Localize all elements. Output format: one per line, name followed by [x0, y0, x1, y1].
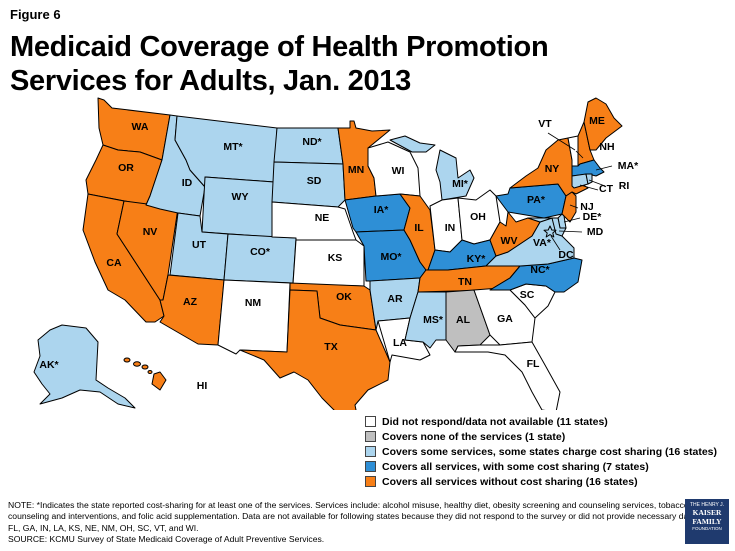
legend-label: Covers some services, some states charge… [382, 445, 717, 458]
state-AZ [159, 274, 225, 346]
label-TN: TN [458, 276, 472, 288]
label-VT: VT [538, 118, 552, 130]
source-text: SOURCE: KCMU Survey of State Medicaid Co… [8, 534, 325, 545]
state-RI [585, 173, 593, 185]
legend-item: Covers some services, some states charge… [365, 444, 717, 459]
label-FL: FL [527, 358, 540, 370]
state-labels: WA OR CA NV ID MT* WY UT AZ CO* NM ND* S… [39, 115, 639, 392]
label-LA: LA [393, 337, 407, 349]
state-MD [527, 217, 567, 237]
legend-swatch [365, 446, 376, 457]
logo-line-2: KAISER [692, 508, 722, 517]
label-NM: NM [245, 297, 262, 309]
legend-item: Did not respond/data not available (11 s… [365, 414, 717, 429]
state-HI [123, 357, 167, 391]
label-CT: CT [599, 183, 614, 195]
label-OR: OR [118, 162, 134, 174]
label-AZ: AZ [183, 296, 198, 308]
state-MI [389, 135, 475, 201]
label-KS: KS [328, 252, 343, 264]
legend-swatch [365, 461, 376, 472]
note-text: NOTE: *Indicates the state reported cost… [8, 500, 698, 533]
label-MA: MA* [618, 160, 639, 172]
label-ID: ID [182, 177, 193, 189]
label-NE: NE [315, 212, 330, 224]
label-WA: WA [132, 121, 149, 133]
label-GA: GA [497, 313, 513, 325]
state-TX [239, 289, 391, 410]
label-DC: DC [558, 249, 574, 261]
label-AK: AK* [39, 359, 59, 371]
footnote: NOTE: *Indicates the state reported cost… [8, 500, 698, 546]
label-KY: KY* [467, 253, 487, 265]
label-SC: SC [520, 289, 535, 301]
label-OH: OH [470, 211, 486, 223]
kff-logo: THE HENRY J. KAISER FAMILY FOUNDATION [685, 499, 729, 544]
label-MO: MO* [381, 251, 403, 263]
label-CO: CO* [250, 246, 271, 258]
label-ME: ME [589, 115, 605, 127]
label-VA: VA* [533, 237, 552, 249]
label-MD: MD [587, 226, 604, 238]
label-NJ: NJ [580, 201, 594, 213]
label-IL: IL [414, 222, 424, 234]
label-MS: MS* [423, 314, 444, 326]
label-NV: NV [143, 226, 158, 238]
state-SD [271, 161, 346, 208]
legend-label: Did not respond/data not available (11 s… [382, 415, 608, 428]
legend-swatch [365, 431, 376, 442]
label-MI: MI* [452, 178, 469, 190]
label-PA: PA* [527, 194, 546, 206]
legend-item: Covers none of the services (1 state) [365, 429, 717, 444]
label-RI: RI [619, 180, 630, 192]
leader-lines [547, 132, 613, 251]
label-UT: UT [192, 239, 207, 251]
state-WY [201, 176, 275, 238]
label-HI: HI [197, 380, 208, 392]
legend-swatch [365, 476, 376, 487]
map-legend: Did not respond/data not available (11 s… [365, 414, 717, 489]
state-CT [571, 173, 589, 189]
legend-item: Covers all services, with some cost shar… [365, 459, 717, 474]
label-WI: WI [392, 165, 405, 177]
label-SD: SD [307, 175, 322, 187]
label-MT: MT* [223, 141, 243, 153]
label-WY: WY [232, 191, 249, 203]
logo-line-1: THE HENRY J. [690, 502, 724, 508]
legend-item: Covers all services without cost sharing… [365, 474, 717, 489]
legend-label: Covers none of the services (1 state) [382, 430, 566, 443]
state-KS [292, 239, 365, 287]
state-CO [223, 233, 297, 284]
logo-line-4: FOUNDATION [692, 526, 722, 531]
label-AL: AL [456, 314, 471, 326]
label-NY: NY [545, 163, 560, 175]
us-state-map: WA OR CA NV ID MT* WY UT AZ CO* NM ND* S… [33, 97, 639, 410]
label-NH: NH [599, 141, 614, 153]
label-TX: TX [324, 341, 337, 353]
label-AR: AR [387, 293, 403, 305]
label-MN: MN [348, 164, 364, 176]
page-title: Medicaid Coverage of Health Promotion Se… [10, 31, 549, 97]
label-NC: NC* [530, 264, 550, 276]
state-FL [454, 341, 561, 410]
label-DE: DE* [583, 211, 603, 223]
legend-swatch [365, 416, 376, 427]
label-WV: WV [501, 235, 518, 247]
state-ME [583, 97, 623, 151]
legend-label: Covers all services without cost sharing… [382, 475, 638, 488]
figure-label: Figure 6 [10, 7, 61, 22]
state-AK [33, 324, 136, 409]
label-IA: IA* [374, 204, 390, 216]
label-CA: CA [106, 257, 122, 269]
label-OK: OK [336, 291, 352, 303]
label-IN: IN [445, 222, 456, 234]
state-NM [217, 279, 291, 355]
legend-label: Covers all services, with some cost shar… [382, 460, 649, 473]
dc-star [543, 225, 557, 238]
logo-line-3: FAMILY [692, 517, 722, 526]
label-ND: ND* [302, 136, 322, 148]
